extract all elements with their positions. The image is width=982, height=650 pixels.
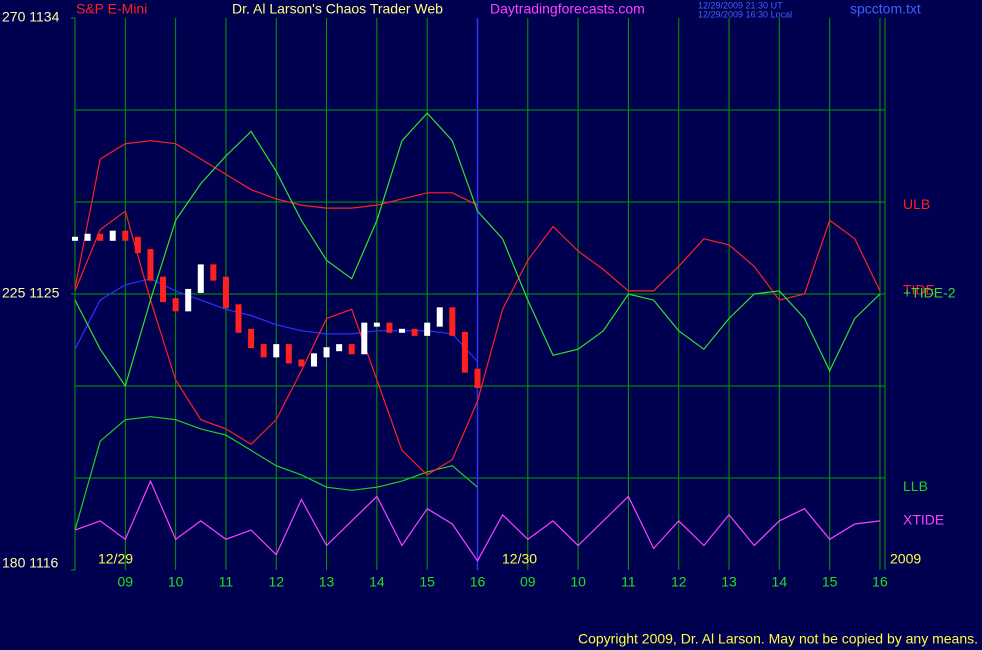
timestamp: 12/29/2009 16:30 Local	[698, 9, 792, 19]
file-name: spcctom.txt	[850, 1, 921, 17]
price-bar	[386, 322, 393, 333]
price-bar	[122, 230, 129, 241]
legend-label: XTIDE	[903, 512, 944, 528]
price-bar	[336, 344, 343, 352]
price-bar	[172, 298, 179, 312]
price-bar	[260, 344, 267, 358]
plot: ULB LLB TIDE+TIDE-2 XTIDE	[72, 112, 956, 562]
price-bar	[72, 236, 78, 241]
price-bar	[235, 304, 242, 333]
price-bar	[97, 233, 104, 241]
series-line	[74, 278, 478, 362]
x-tick-label: 10	[570, 574, 586, 590]
symbol: S&P E-Mini	[76, 1, 147, 17]
price-bar	[185, 288, 192, 312]
price-bar	[197, 264, 204, 293]
series-line	[74, 140, 478, 289]
day-label: 12/30	[502, 551, 537, 567]
y-tick-label: 180 1116	[2, 555, 59, 571]
x-tick-label: 13	[721, 574, 737, 590]
x-tick-label: 16	[470, 574, 486, 590]
price-bar	[273, 344, 280, 358]
chart-title: Dr. Al Larson's Chaos Trader Web	[232, 1, 443, 17]
x-tick-label: 09	[118, 574, 134, 590]
price-bar	[222, 276, 229, 309]
legend-label: TIDE	[903, 282, 935, 298]
x-tick-label: 14	[369, 574, 385, 590]
price-bar	[84, 233, 91, 241]
year-label: 2009	[890, 551, 921, 567]
price-bar	[461, 331, 468, 373]
price-bar	[298, 359, 305, 367]
x-tick-label: 14	[772, 574, 788, 590]
x-tick-label: 12	[268, 574, 284, 590]
price-bar	[411, 328, 418, 336]
timestamp: 12/29/2009 21:30 UT	[698, 0, 783, 10]
grid: 270 1134 225 1125 180 1116 09 10 11 12 13 14 15 16…	[2, 9, 888, 590]
price-bar	[248, 328, 255, 349]
series-line	[74, 210, 881, 476]
x-tick-label: 10	[168, 574, 184, 590]
day-label: 12/29	[98, 551, 133, 567]
price-bar	[160, 276, 167, 303]
price-bar	[449, 307, 456, 336]
legend-label: +TIDE-2	[903, 285, 956, 301]
legend-label: LLB	[903, 478, 928, 494]
price-bar	[323, 347, 330, 358]
price-bar	[285, 344, 292, 364]
price-bar	[147, 249, 154, 281]
x-tick-label: 15	[419, 574, 435, 590]
legend-label: ULB	[903, 196, 930, 212]
price-bar	[348, 344, 355, 355]
price-bar	[210, 264, 217, 281]
price-bar	[310, 353, 317, 367]
series-line	[74, 479, 881, 562]
x-tick-label: 11	[219, 574, 234, 590]
x-tick-label: 09	[520, 574, 536, 590]
source: Daytradingforecasts.com	[490, 1, 645, 17]
series-line	[74, 416, 478, 531]
price-bar	[399, 328, 406, 333]
price-bar	[373, 322, 380, 327]
x-tick-label: 12	[671, 574, 687, 590]
price-bar	[109, 230, 116, 241]
x-tick-label: 13	[319, 574, 335, 590]
price-bar	[424, 322, 431, 336]
y-tick-label: 270 1134	[2, 9, 60, 25]
price-bar	[474, 368, 481, 388]
y-tick-label: 225 1125	[2, 285, 60, 301]
x-tick-label: 16	[872, 574, 888, 590]
series-line	[74, 112, 881, 388]
x-tick-label: 11	[621, 574, 636, 590]
price-bar	[134, 236, 141, 254]
price-bar	[361, 322, 368, 355]
price-bar	[436, 307, 443, 327]
x-tick-label: 15	[822, 574, 838, 590]
copyright: Copyright 2009, Dr. Al Larson. May not b…	[578, 631, 978, 647]
